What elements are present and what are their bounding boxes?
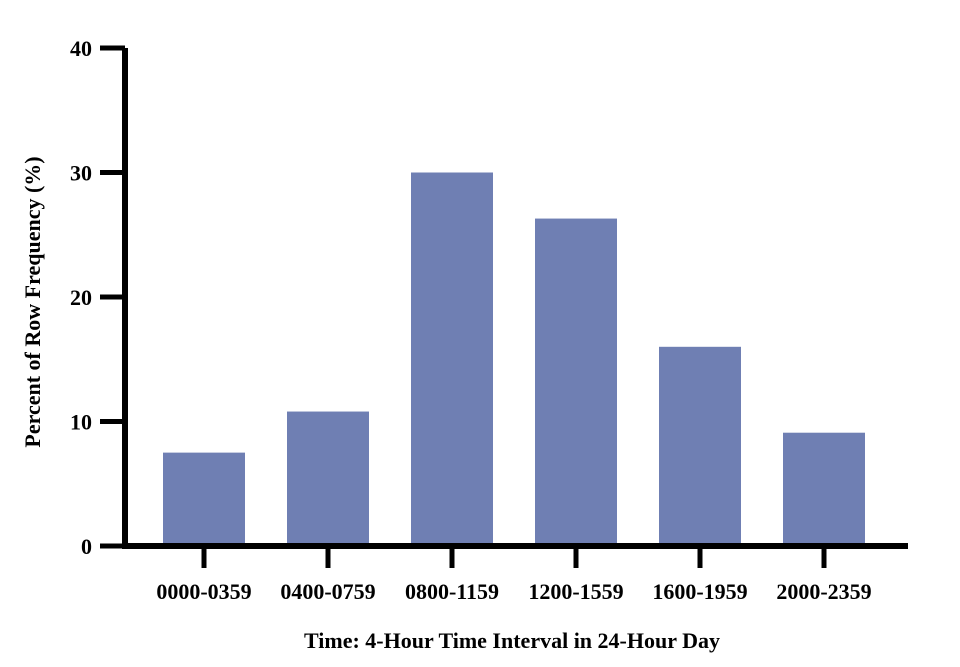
y-tick-label: 10 <box>70 410 92 435</box>
y-ticks-layer: 0 10 20 30 40 <box>70 36 125 559</box>
x-tick-label: 0000-0359 <box>156 579 251 604</box>
y-tick-label: 40 <box>70 36 92 61</box>
bar-2000-2359 <box>783 432 865 546</box>
x-tick-label: 2000-2359 <box>776 579 871 604</box>
y-axis-title: Percent of Row Frequency (%) <box>20 156 45 447</box>
y-tick-label: 20 <box>70 285 92 310</box>
x-tick-label: 0800-1159 <box>405 579 499 604</box>
bar-0000-0359 <box>163 452 245 546</box>
x-tick-label: 0400-0759 <box>280 579 375 604</box>
x-tick-label: 1600-1959 <box>652 579 747 604</box>
bar-1600-1959 <box>659 346 741 546</box>
bar-0400-0759 <box>287 411 369 546</box>
y-tick-label: 30 <box>70 161 92 186</box>
y-tick-label: 0 <box>81 534 92 559</box>
bar-1200-1559 <box>535 218 617 546</box>
x-tick-label: 1200-1559 <box>528 579 623 604</box>
x-axis-title: Time: 4-Hour Time Interval in 24-Hour Da… <box>304 628 720 653</box>
bar-0800-1159 <box>411 172 493 546</box>
bars-layer <box>163 172 865 546</box>
x-ticks-layer: 0000-0359 0400-0759 0800-1159 1200-1559 1600… <box>156 546 872 604</box>
